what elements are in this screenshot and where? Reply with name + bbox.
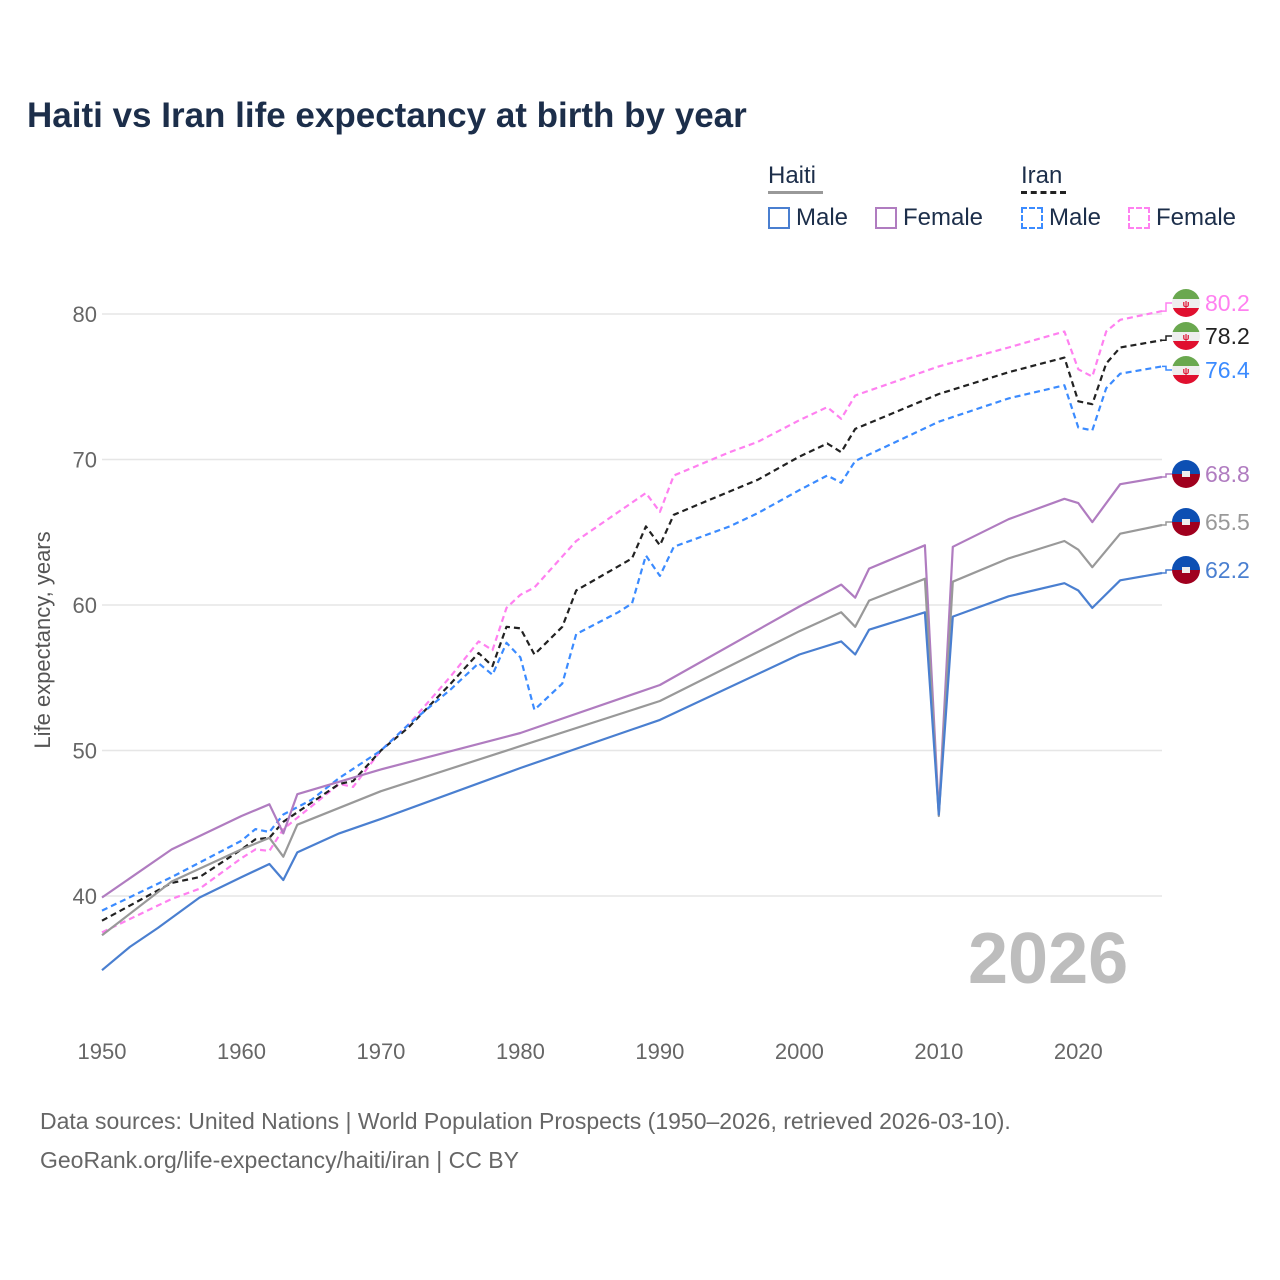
x-tick-label: 2020 — [1054, 1039, 1103, 1064]
flag-stripe-blue — [1172, 460, 1200, 474]
label-connector — [1162, 365, 1172, 371]
legend-haiti-line — [768, 191, 823, 194]
label-connector — [1162, 473, 1172, 478]
x-tick-label: 1960 — [217, 1039, 266, 1064]
series-line-iran-female — [101, 310, 1163, 934]
iran-flag-icon: ψ — [1172, 356, 1200, 384]
legend-swatch — [1128, 207, 1150, 229]
iran-flag-icon: ψ — [1172, 289, 1200, 317]
flag-emblem: ψ — [1183, 366, 1190, 376]
flag-body — [1172, 460, 1200, 488]
flag-body: ψ — [1172, 356, 1200, 384]
flag-stripe-red — [1172, 341, 1200, 350]
x-axis-ticks: 1950 1960 1970 1980 1990 2000 2010 2020 — [78, 1039, 1103, 1064]
legend-label: Male — [796, 204, 849, 231]
legend-haiti-female[interactable]: Female — [875, 204, 983, 232]
flag-body — [1172, 508, 1200, 536]
legend-label: Female — [903, 204, 984, 231]
y-axis-label: Life expectancy, years — [30, 531, 55, 748]
label-connector — [1162, 521, 1172, 526]
x-tick-label: 1990 — [635, 1039, 684, 1064]
end-value-label: 78.2 — [1205, 323, 1250, 349]
legend-haiti-heading: Haiti — [768, 162, 817, 189]
flag-stripe-white — [1172, 299, 1200, 308]
legend-iran-line — [1021, 191, 1066, 194]
flag-emblem — [1182, 519, 1190, 525]
series-lines — [101, 310, 1163, 972]
flag-body: ψ — [1172, 322, 1200, 350]
y-tick-label: 50 — [73, 739, 97, 764]
flag-stripe-red — [1172, 375, 1200, 384]
label-connector — [1162, 569, 1172, 574]
flag-stripe-red — [1172, 570, 1200, 584]
x-tick-label: 1970 — [356, 1039, 405, 1064]
legend-label: Male — [1049, 204, 1102, 231]
flag-emblem: ψ — [1183, 332, 1190, 342]
year-watermark: 2026 — [968, 919, 1129, 999]
end-labels: ψ 80.2 ψ 78.2 ψ 76.4 68.8 65.5 62.2 — [1162, 289, 1250, 584]
x-tick-label: 2000 — [775, 1039, 824, 1064]
flag-emblem: ψ — [1183, 299, 1190, 309]
x-tick-label: 1950 — [78, 1039, 127, 1064]
x-tick-label: 1980 — [496, 1039, 545, 1064]
flag-stripe-green — [1172, 289, 1200, 299]
y-tick-label: 80 — [73, 302, 97, 327]
label-connector — [1162, 335, 1172, 341]
legend-iran-heading: Iran — [1021, 162, 1063, 189]
footer-sources: Data sources: United Nations | World Pop… — [40, 1108, 1011, 1134]
series-line-haiti-male — [101, 571, 1163, 972]
iran-flag-icon: ψ — [1172, 322, 1200, 350]
flag-emblem — [1182, 471, 1190, 477]
end-value-label: 65.5 — [1205, 509, 1250, 535]
legend-swatch — [875, 207, 897, 229]
x-tick-label: 2010 — [914, 1039, 963, 1064]
y-tick-label: 40 — [73, 884, 97, 909]
legend-iran-male[interactable]: Male — [1021, 204, 1101, 232]
legend-label: Female — [1156, 204, 1237, 231]
legend-swatch — [1021, 207, 1043, 229]
flag-emblem — [1182, 567, 1190, 573]
haiti-flag-icon — [1172, 508, 1200, 536]
haiti-flag-icon — [1172, 460, 1200, 488]
label-connector — [1162, 302, 1172, 312]
footer-attribution[interactable]: GeoRank.org/life-expectancy/haiti/iran |… — [40, 1147, 519, 1173]
legend-haiti-male[interactable]: Male — [768, 204, 848, 232]
series-line-iran — [101, 339, 1163, 922]
end-value-label: 62.2 — [1205, 557, 1250, 583]
flag-stripe-white — [1172, 366, 1200, 375]
flag-stripe-red — [1172, 474, 1200, 488]
series-line-iran-male — [101, 365, 1163, 912]
series-line-haiti-female — [101, 475, 1163, 899]
chart-title: Haiti vs Iran life expectancy at birth b… — [27, 96, 747, 135]
flag-stripe-green — [1172, 322, 1200, 332]
flag-body: ψ — [1172, 289, 1200, 317]
y-tick-label: 70 — [73, 448, 97, 473]
end-value-label: 80.2 — [1205, 290, 1250, 316]
end-value-label: 76.4 — [1205, 357, 1250, 383]
series-line-haiti — [101, 523, 1163, 937]
flag-stripe-blue — [1172, 508, 1200, 522]
flag-stripe-red — [1172, 522, 1200, 536]
flag-stripe-red — [1172, 308, 1200, 317]
legend-swatch — [768, 207, 790, 229]
end-value-label: 68.8 — [1205, 461, 1250, 487]
flag-stripe-green — [1172, 356, 1200, 366]
flag-body — [1172, 556, 1200, 584]
legend-iran-female[interactable]: Female — [1128, 204, 1236, 232]
haiti-flag-icon — [1172, 556, 1200, 584]
flag-stripe-white — [1172, 332, 1200, 341]
flag-stripe-blue — [1172, 556, 1200, 570]
y-axis-ticks: 40 50 60 70 80 — [73, 302, 97, 909]
y-tick-label: 60 — [73, 593, 97, 618]
